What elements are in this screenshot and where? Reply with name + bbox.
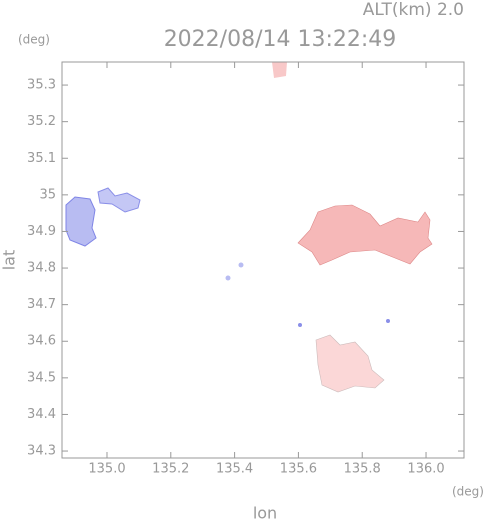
echo-blue (97, 187, 141, 213)
y-tick-label: 34.6 (27, 334, 56, 349)
x-axis-label: lon (253, 504, 277, 522)
y-tick-label: 35.2 (27, 114, 56, 129)
echoes (65, 62, 433, 393)
y-axis-label: lat (0, 250, 19, 271)
x-tick-label: 135.6 (280, 462, 317, 477)
x-unit: (deg) (452, 485, 484, 499)
echo-pink (315, 334, 385, 393)
x-tick-label: 135.2 (152, 462, 189, 477)
y-tick-label: 34.7 (27, 297, 56, 312)
altitude-label: ALT(km) 2.0 (363, 0, 464, 20)
echo-red (297, 204, 433, 266)
echo-speck (238, 262, 244, 268)
echo-speck (298, 323, 302, 327)
echo-blue (65, 196, 97, 247)
x-tick-label: 135.8 (344, 462, 381, 477)
y-tick-label: 35 (39, 187, 56, 202)
x-tick-label: 135.4 (216, 462, 253, 477)
y-tick-label: 34.4 (27, 407, 56, 422)
chart-title: 2022/08/14 13:22:49 (164, 27, 397, 52)
plot-frame (61, 61, 465, 459)
y-tick-label: 35.1 (27, 151, 56, 166)
y-tick-label: 34.3 (27, 444, 56, 459)
y-unit: (deg) (18, 33, 50, 47)
x-tick-label: 135.0 (88, 462, 125, 477)
y-tick-label: 35.3 (27, 78, 56, 93)
echo-pink (272, 62, 287, 78)
echo-speck (225, 275, 231, 281)
x-tick-label: 136.0 (407, 462, 444, 477)
y-tick-label: 34.9 (27, 224, 56, 239)
y-tick-label: 34.5 (27, 370, 56, 385)
echo-speck (386, 319, 390, 323)
y-tick-label: 34.8 (27, 261, 56, 276)
